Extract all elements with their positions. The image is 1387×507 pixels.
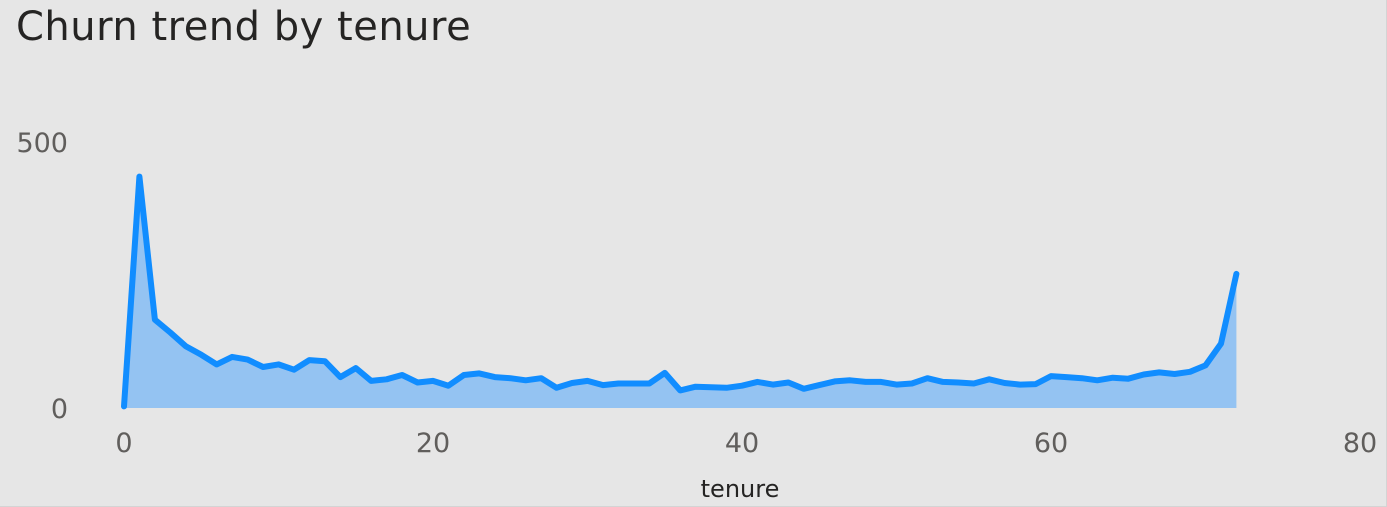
data-point-tenure-42[interactable] <box>770 382 776 388</box>
data-point-tenure-27[interactable] <box>538 375 544 381</box>
data-point-tenure-9[interactable] <box>260 364 266 370</box>
x-axis: 0 20 40 60 80 tenure <box>115 428 1377 503</box>
data-point-tenure-28[interactable] <box>554 385 560 391</box>
data-point-tenure-37[interactable] <box>693 384 699 390</box>
data-point-tenure-6[interactable] <box>214 361 220 367</box>
data-point-tenure-49[interactable] <box>878 379 884 385</box>
x-tick-label-40: 40 <box>725 428 759 459</box>
data-point-tenure-16[interactable] <box>368 378 374 384</box>
data-point-tenure-39[interactable] <box>724 385 730 391</box>
data-point-tenure-48[interactable] <box>863 379 869 385</box>
x-tick-label-60: 60 <box>1034 428 1068 459</box>
data-point-tenure-4[interactable] <box>183 343 189 349</box>
data-point-tenure-55[interactable] <box>971 381 977 387</box>
data-point-tenure-5[interactable] <box>198 352 204 358</box>
data-point-tenure-34[interactable] <box>646 381 652 387</box>
data-point-tenure-17[interactable] <box>384 376 390 382</box>
data-point-tenure-57[interactable] <box>1002 380 1008 386</box>
series-line <box>121 173 1240 410</box>
data-point-tenure-12[interactable] <box>306 357 312 363</box>
data-point-tenure-59[interactable] <box>1033 381 1039 387</box>
data-point-tenure-22[interactable] <box>461 372 467 378</box>
data-point-tenure-3[interactable] <box>167 330 173 336</box>
data-point-tenure-35[interactable] <box>662 370 668 376</box>
data-point-tenure-67[interactable] <box>1156 369 1162 375</box>
data-point-tenure-10[interactable] <box>276 361 282 367</box>
data-point-tenure-31[interactable] <box>600 382 606 388</box>
y-axis: 0 500 <box>16 128 68 425</box>
data-point-tenure-36[interactable] <box>677 387 683 393</box>
y-tick-label-500: 500 <box>16 128 68 159</box>
data-point-tenure-21[interactable] <box>445 383 451 389</box>
data-point-tenure-24[interactable] <box>492 374 498 380</box>
data-point-tenure-50[interactable] <box>894 382 900 388</box>
data-point-tenure-53[interactable] <box>940 379 946 385</box>
data-point-tenure-19[interactable] <box>415 380 421 386</box>
data-point-tenure-20[interactable] <box>430 378 436 384</box>
data-point-tenure-38[interactable] <box>708 384 714 390</box>
x-tick-label-80: 80 <box>1343 428 1377 459</box>
data-point-tenure-26[interactable] <box>523 377 529 383</box>
chart-title: Churn trend by tenure <box>16 4 472 50</box>
data-point-tenure-58[interactable] <box>1017 382 1023 388</box>
data-point-tenure-64[interactable] <box>1110 375 1116 381</box>
data-point-tenure-71[interactable] <box>1218 341 1224 347</box>
data-point-tenure-33[interactable] <box>631 381 637 387</box>
data-point-tenure-46[interactable] <box>832 378 838 384</box>
data-point-tenure-13[interactable] <box>322 358 328 364</box>
data-point-tenure-0[interactable] <box>121 403 127 409</box>
data-point-tenure-65[interactable] <box>1125 376 1131 382</box>
data-point-tenure-14[interactable] <box>337 374 343 380</box>
data-point-tenure-2[interactable] <box>152 317 158 323</box>
data-point-tenure-25[interactable] <box>507 375 513 381</box>
data-point-tenure-23[interactable] <box>476 370 482 376</box>
plot-area <box>121 173 1240 410</box>
data-point-tenure-30[interactable] <box>585 378 591 384</box>
data-point-tenure-72[interactable] <box>1233 271 1239 277</box>
data-point-tenure-44[interactable] <box>801 386 807 392</box>
data-point-tenure-62[interactable] <box>1079 375 1085 381</box>
data-point-tenure-29[interactable] <box>569 380 575 386</box>
data-point-tenure-70[interactable] <box>1203 362 1209 368</box>
data-point-tenure-18[interactable] <box>399 372 405 378</box>
data-point-tenure-40[interactable] <box>739 383 745 389</box>
data-point-tenure-51[interactable] <box>909 381 915 387</box>
data-point-tenure-66[interactable] <box>1141 372 1147 378</box>
data-point-tenure-43[interactable] <box>785 380 791 386</box>
data-point-tenure-56[interactable] <box>986 376 992 382</box>
data-point-tenure-32[interactable] <box>615 381 621 387</box>
data-point-tenure-68[interactable] <box>1172 371 1178 377</box>
data-point-tenure-7[interactable] <box>229 354 235 360</box>
data-point-tenure-8[interactable] <box>245 357 251 363</box>
data-point-tenure-1[interactable] <box>136 174 142 180</box>
data-point-tenure-60[interactable] <box>1048 373 1054 379</box>
data-point-tenure-11[interactable] <box>291 367 297 373</box>
data-point-tenure-63[interactable] <box>1094 377 1100 383</box>
x-axis-title: tenure <box>701 475 780 503</box>
data-point-tenure-41[interactable] <box>754 379 760 385</box>
data-point-tenure-47[interactable] <box>847 377 853 383</box>
data-point-tenure-69[interactable] <box>1187 369 1193 375</box>
x-tick-label-0: 0 <box>115 428 132 459</box>
series-area <box>124 176 1237 408</box>
data-point-tenure-52[interactable] <box>924 375 930 381</box>
data-point-tenure-61[interactable] <box>1063 374 1069 380</box>
data-point-tenure-15[interactable] <box>353 365 359 371</box>
x-tick-label-20: 20 <box>416 428 450 459</box>
data-point-tenure-45[interactable] <box>816 382 822 388</box>
data-point-tenure-54[interactable] <box>955 380 961 386</box>
y-tick-label-0: 0 <box>51 394 68 425</box>
